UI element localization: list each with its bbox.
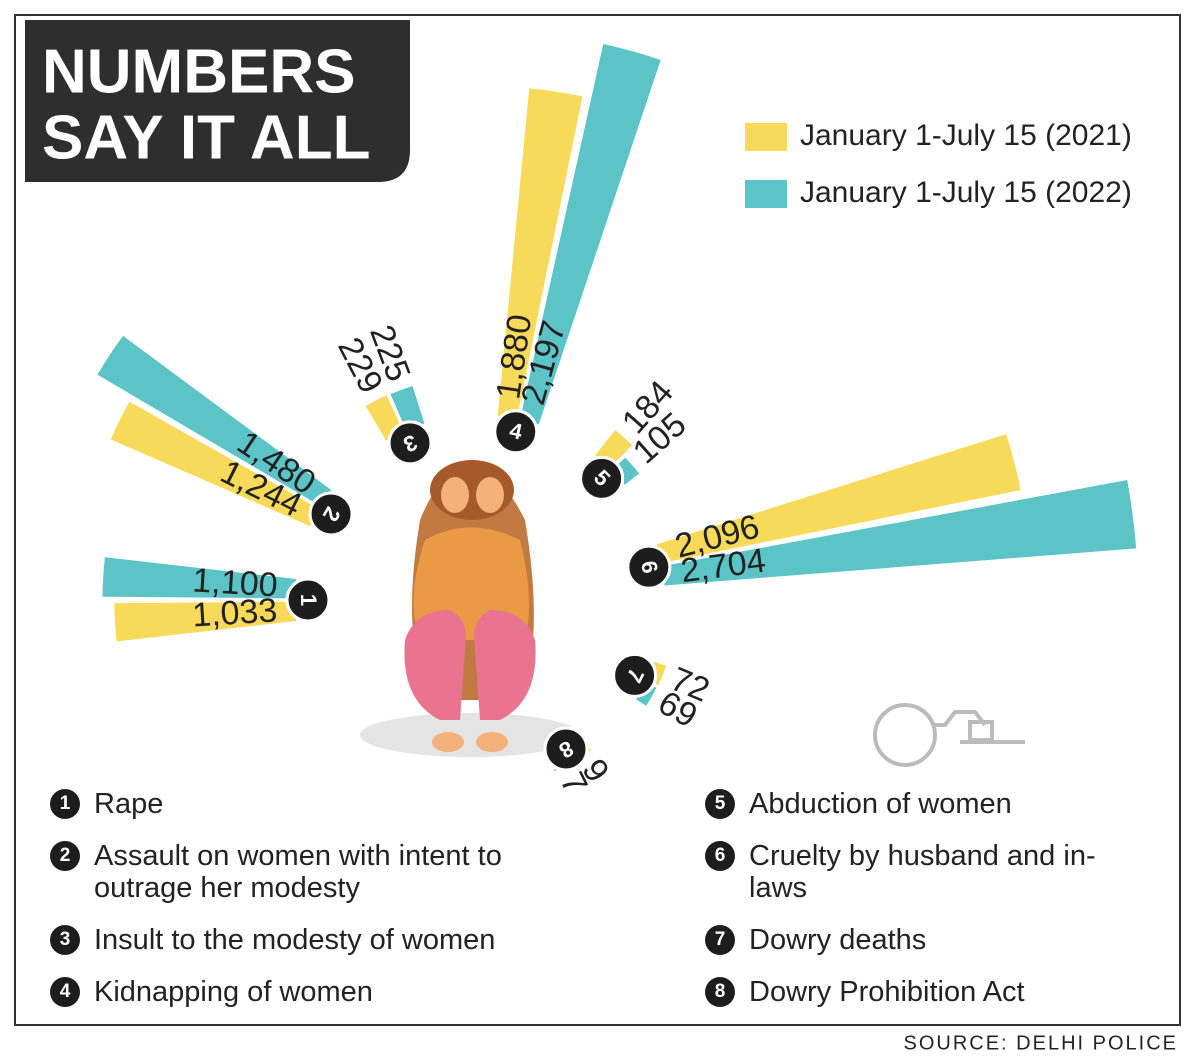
category-marker: [626, 544, 672, 590]
legend-text: Insult to the modesty of women: [94, 924, 496, 956]
legend-item: 1 Rape: [50, 788, 590, 820]
illustration: [360, 460, 580, 757]
legend-number: 5: [705, 789, 735, 819]
legend-item: 5 Abduction of women: [705, 788, 1125, 820]
legend-item: 4 Kidnapping of women: [50, 976, 590, 1008]
legend-swatch: [745, 180, 787, 208]
legend-item: 8 Dowry Prohibition Act: [705, 976, 1125, 1008]
bar: [102, 557, 297, 599]
legend-number: 2: [50, 841, 80, 871]
legend-item: 3 Insult to the modesty of women: [50, 924, 590, 956]
legend-number: 6: [705, 841, 735, 871]
bar: [97, 335, 332, 507]
handcuffs: [873, 703, 1025, 767]
bar: [390, 386, 425, 431]
bar: [497, 88, 583, 419]
legend-item: 2 Assault on women with intent to outrage…: [50, 840, 590, 904]
source: SOURCE: DELHI POLICE: [903, 1032, 1178, 1054]
bar: [656, 434, 1021, 564]
category-marker: [543, 726, 589, 772]
value-label: 1,100: [191, 561, 278, 604]
category-legend: 5 Abduction of women 6 Cruelty by husband a…: [705, 788, 1125, 1028]
bar: [110, 401, 319, 527]
legend-text: Assault on women with intent to outrage …: [94, 840, 502, 904]
bar: [114, 601, 297, 642]
legend-text: Dowry Prohibition Act: [749, 976, 1025, 1008]
legend-text: Cruelty by husband and in-laws: [749, 840, 1096, 904]
legend-number: 7: [705, 925, 735, 955]
legend-number: 8: [705, 977, 735, 1007]
value-label: 1,033: [191, 591, 278, 634]
chart-title: NUMBERS: [42, 37, 355, 106]
category-marker: [579, 455, 625, 501]
legend-label: January 1-July 15 (2021): [800, 119, 1132, 152]
legend-number: 1: [50, 789, 80, 819]
category-marker: [285, 577, 331, 623]
frame: [14, 14, 1181, 1026]
legend-number: 3: [50, 925, 80, 955]
legend-item: 6 Cruelty by husband and in-laws: [705, 840, 1125, 904]
category-marker: [308, 491, 354, 537]
bar: [661, 480, 1137, 586]
category-marker: [612, 652, 658, 698]
title-box: [25, 20, 410, 182]
legend-text: Rape: [94, 788, 164, 820]
legend-number: 4: [50, 977, 80, 1007]
legend-text: Abduction of women: [749, 788, 1012, 820]
category-marker: [493, 409, 539, 455]
legend-text: Kidnapping of women: [94, 976, 373, 1008]
legend-text: Dowry deaths: [749, 924, 927, 956]
legend-label: January 1-July 15 (2022): [800, 176, 1132, 209]
legend: January 1-July 15 (2021) January 1-July 1…: [745, 119, 1132, 209]
legend-swatch: [745, 123, 787, 151]
category-legend: 1 Rape 2 Assault on women with intent to ou…: [50, 788, 590, 1028]
chart-title: SAY IT ALL: [42, 103, 370, 172]
legend-item: 7 Dowry deaths: [705, 924, 1125, 956]
bar: [520, 44, 661, 425]
category-marker: [387, 420, 433, 466]
category-number: 1: [296, 594, 321, 606]
category-number: 6: [636, 559, 663, 576]
